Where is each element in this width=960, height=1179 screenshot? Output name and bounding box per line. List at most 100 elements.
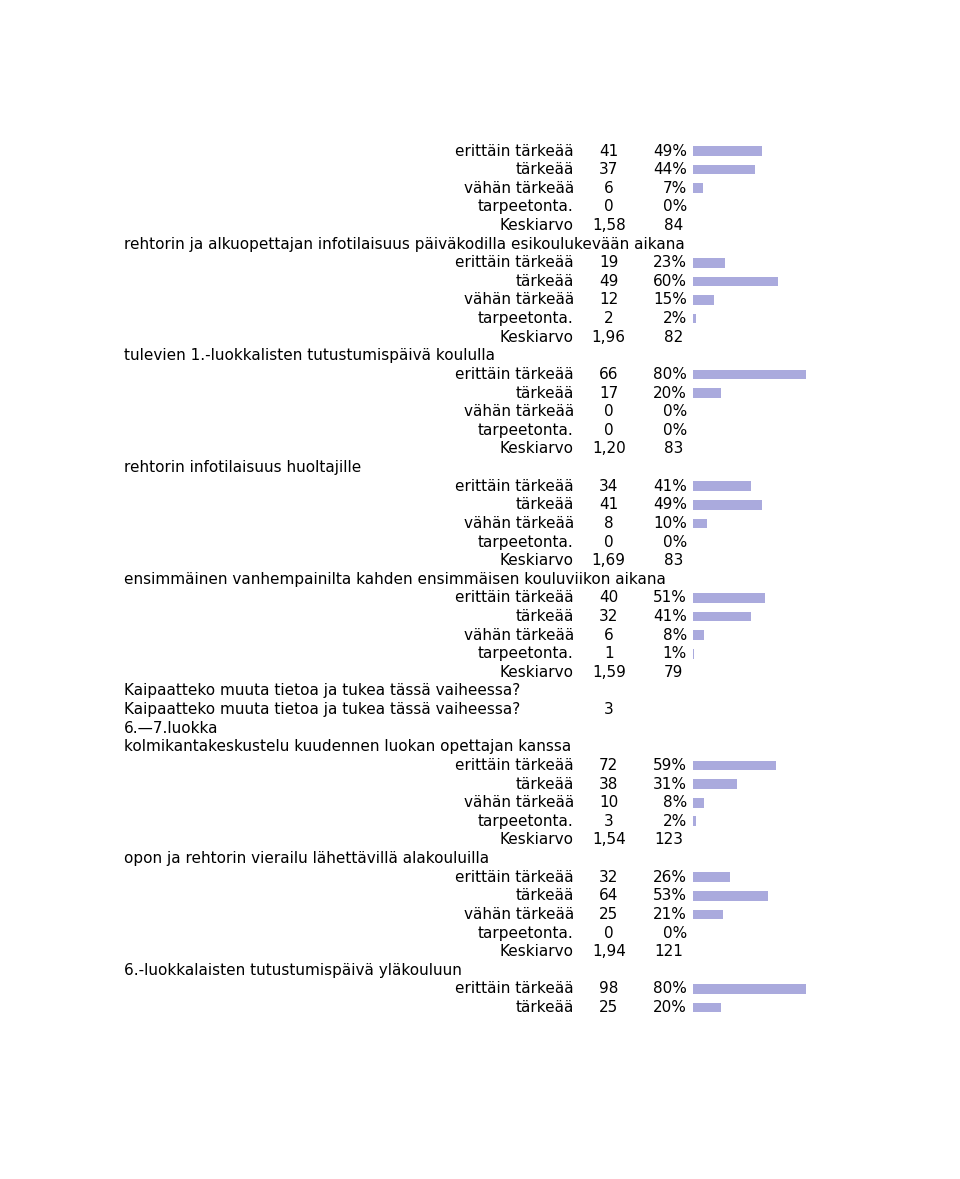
Text: tarpeetonta.: tarpeetonta. <box>478 926 574 941</box>
Text: 0%: 0% <box>662 199 687 215</box>
Text: 1,20: 1,20 <box>592 441 626 456</box>
Text: 0%: 0% <box>662 423 687 437</box>
FancyBboxPatch shape <box>693 314 696 323</box>
Text: 25: 25 <box>599 907 618 922</box>
Text: 19: 19 <box>599 255 618 270</box>
Text: 1%: 1% <box>662 646 687 661</box>
FancyBboxPatch shape <box>693 631 705 640</box>
Text: 1,58: 1,58 <box>592 218 626 233</box>
FancyBboxPatch shape <box>693 798 705 808</box>
Text: Keskiarvo: Keskiarvo <box>500 944 574 960</box>
Text: 98: 98 <box>599 981 618 996</box>
Text: 1,59: 1,59 <box>592 665 626 680</box>
FancyBboxPatch shape <box>693 165 756 174</box>
FancyBboxPatch shape <box>693 295 714 305</box>
Text: 72: 72 <box>599 758 618 773</box>
Text: 123: 123 <box>654 832 684 848</box>
Text: 20%: 20% <box>653 1000 687 1015</box>
Text: vähän tärkeää: vähän tärkeää <box>464 516 574 531</box>
Text: vähän tärkeää: vähän tärkeää <box>464 795 574 810</box>
Text: 1,54: 1,54 <box>592 832 626 848</box>
Text: 0%: 0% <box>662 534 687 549</box>
Text: 6.—7.luokka: 6.—7.luokka <box>124 720 218 736</box>
Text: 17: 17 <box>599 386 618 401</box>
Text: vähän tärkeää: vähän tärkeää <box>464 404 574 420</box>
Text: 0%: 0% <box>662 926 687 941</box>
Text: Keskiarvo: Keskiarvo <box>500 553 574 568</box>
Text: 3: 3 <box>604 814 613 829</box>
Text: rehtorin infotilaisuus huoltajille: rehtorin infotilaisuus huoltajille <box>124 460 361 475</box>
Text: 79: 79 <box>663 665 684 680</box>
Text: tärkeää: tärkeää <box>516 274 574 289</box>
Text: 3: 3 <box>604 703 613 717</box>
Text: tärkeää: tärkeää <box>516 163 574 177</box>
Text: erittäin tärkeää: erittäin tärkeää <box>455 367 574 382</box>
Text: 32: 32 <box>599 610 618 624</box>
FancyBboxPatch shape <box>693 388 721 399</box>
FancyBboxPatch shape <box>693 258 726 268</box>
Text: 25: 25 <box>599 1000 618 1015</box>
Text: 59%: 59% <box>653 758 687 773</box>
Text: Kaipaatteko muuta tietoa ja tukea tässä vaiheessa?: Kaipaatteko muuta tietoa ja tukea tässä … <box>124 703 520 717</box>
Text: 49%: 49% <box>653 144 687 158</box>
Text: 121: 121 <box>655 944 684 960</box>
FancyBboxPatch shape <box>693 648 694 659</box>
Text: 1,96: 1,96 <box>591 330 626 344</box>
Text: 6.-luokkalaisten tutustumispäivä yläkouluun: 6.-luokkalaisten tutustumispäivä yläkoul… <box>124 963 462 977</box>
Text: erittäin tärkeää: erittäin tärkeää <box>455 255 574 270</box>
Text: 80%: 80% <box>653 367 687 382</box>
Text: Keskiarvo: Keskiarvo <box>500 665 574 680</box>
Text: 8%: 8% <box>662 627 687 643</box>
Text: Keskiarvo: Keskiarvo <box>500 832 574 848</box>
Text: 41%: 41% <box>653 479 687 494</box>
FancyBboxPatch shape <box>693 593 765 602</box>
Text: vähän tärkeää: vähän tärkeää <box>464 627 574 643</box>
FancyBboxPatch shape <box>693 891 768 901</box>
Text: 0: 0 <box>604 926 613 941</box>
Text: 60%: 60% <box>653 274 687 289</box>
Text: 15%: 15% <box>653 292 687 308</box>
Text: 0: 0 <box>604 423 613 437</box>
Text: 0: 0 <box>604 404 613 420</box>
Text: 8%: 8% <box>662 795 687 810</box>
Text: erittäin tärkeää: erittäin tärkeää <box>455 591 574 605</box>
Text: opon ja rehtorin vierailu lähettävillä alakouluilla: opon ja rehtorin vierailu lähettävillä a… <box>124 851 489 867</box>
Text: tarpeetonta.: tarpeetonta. <box>478 199 574 215</box>
Text: 83: 83 <box>663 553 684 568</box>
Text: 41%: 41% <box>653 610 687 624</box>
Text: 84: 84 <box>664 218 684 233</box>
Text: 34: 34 <box>599 479 618 494</box>
FancyBboxPatch shape <box>693 369 806 380</box>
Text: 41: 41 <box>599 144 618 158</box>
Text: 82: 82 <box>664 330 684 344</box>
Text: 51%: 51% <box>653 591 687 605</box>
Text: 0: 0 <box>604 199 613 215</box>
Text: 41: 41 <box>599 498 618 513</box>
Text: 0%: 0% <box>662 404 687 420</box>
Text: kolmikantakeskustelu kuudennen luokan opettajan kanssa: kolmikantakeskustelu kuudennen luokan op… <box>124 739 571 755</box>
Text: 0: 0 <box>604 534 613 549</box>
Text: tärkeää: tärkeää <box>516 386 574 401</box>
Text: erittäin tärkeää: erittäin tärkeää <box>455 144 574 158</box>
Text: 20%: 20% <box>653 386 687 401</box>
Text: tärkeää: tärkeää <box>516 610 574 624</box>
Text: erittäin tärkeää: erittäin tärkeää <box>455 479 574 494</box>
Text: 12: 12 <box>599 292 618 308</box>
Text: 6: 6 <box>604 180 613 196</box>
FancyBboxPatch shape <box>693 481 751 490</box>
Text: tarpeetonta.: tarpeetonta. <box>478 814 574 829</box>
Text: 31%: 31% <box>653 777 687 791</box>
Text: 80%: 80% <box>653 981 687 996</box>
FancyBboxPatch shape <box>693 760 777 770</box>
FancyBboxPatch shape <box>693 984 806 994</box>
Text: 6: 6 <box>604 627 613 643</box>
Text: vähän tärkeää: vähän tärkeää <box>464 292 574 308</box>
FancyBboxPatch shape <box>693 277 778 286</box>
Text: tarpeetonta.: tarpeetonta. <box>478 534 574 549</box>
Text: 38: 38 <box>599 777 618 791</box>
Text: tarpeetonta.: tarpeetonta. <box>478 311 574 327</box>
Text: Keskiarvo: Keskiarvo <box>500 330 574 344</box>
Text: 83: 83 <box>663 441 684 456</box>
Text: 44%: 44% <box>653 163 687 177</box>
Text: Kaipaatteko muuta tietoa ja tukea tässä vaiheessa?: Kaipaatteko muuta tietoa ja tukea tässä … <box>124 684 520 698</box>
